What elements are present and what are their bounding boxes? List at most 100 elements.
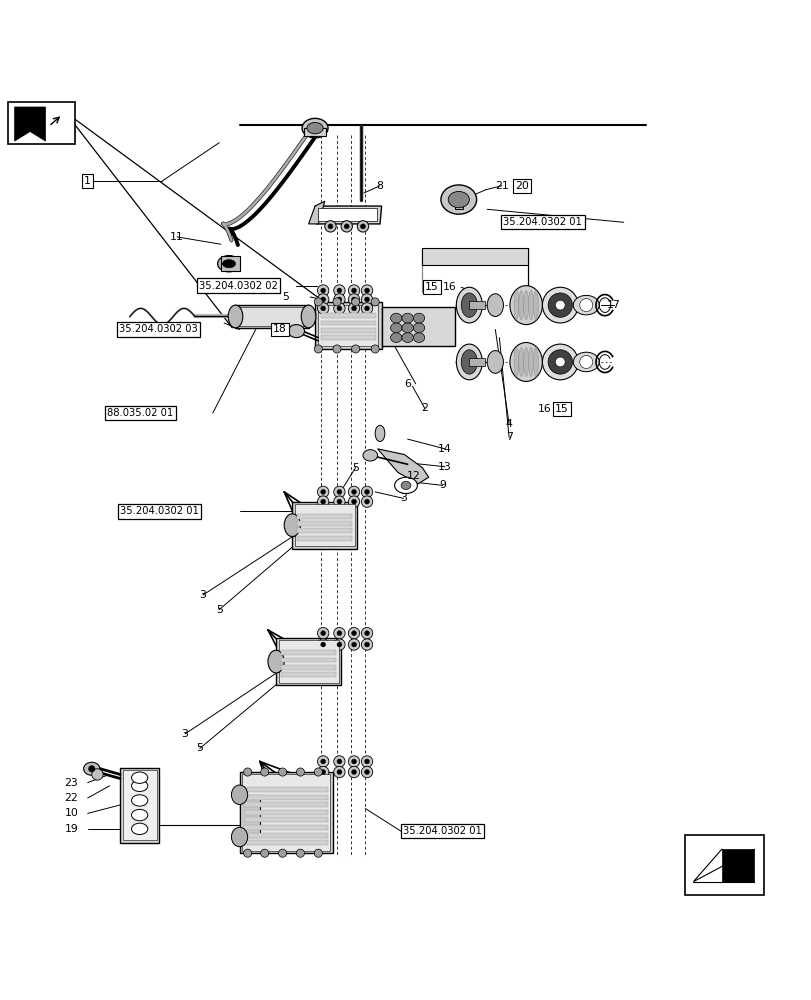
Ellipse shape (317, 303, 328, 314)
Ellipse shape (579, 299, 592, 312)
Ellipse shape (555, 357, 564, 367)
Ellipse shape (320, 631, 325, 636)
Ellipse shape (364, 631, 369, 636)
Ellipse shape (344, 224, 349, 229)
Ellipse shape (513, 347, 518, 377)
Ellipse shape (364, 297, 369, 302)
Bar (381, 307, 454, 346)
Polygon shape (377, 449, 428, 484)
Ellipse shape (448, 191, 469, 208)
Ellipse shape (301, 305, 315, 328)
Text: 13: 13 (438, 462, 451, 472)
Ellipse shape (320, 297, 325, 302)
Ellipse shape (333, 294, 345, 305)
Ellipse shape (509, 342, 542, 381)
Bar (281, 650, 336, 655)
Text: 9: 9 (439, 480, 445, 490)
Ellipse shape (288, 325, 304, 338)
Ellipse shape (333, 298, 341, 306)
Ellipse shape (243, 849, 251, 857)
Ellipse shape (333, 285, 345, 296)
Text: 3: 3 (182, 729, 188, 739)
Bar (278, 640, 338, 683)
Ellipse shape (413, 313, 424, 323)
Bar (244, 840, 328, 845)
Text: 35.204.0302 01: 35.204.0302 01 (503, 217, 581, 227)
Ellipse shape (573, 295, 599, 315)
Ellipse shape (284, 514, 300, 537)
Ellipse shape (317, 294, 328, 305)
Ellipse shape (361, 486, 372, 498)
Ellipse shape (84, 762, 100, 775)
Ellipse shape (547, 293, 572, 317)
Ellipse shape (440, 185, 476, 214)
Ellipse shape (351, 642, 356, 647)
Ellipse shape (413, 323, 424, 333)
Ellipse shape (317, 496, 328, 507)
Ellipse shape (357, 221, 368, 232)
Bar (292, 502, 357, 549)
Ellipse shape (523, 347, 528, 377)
Bar (244, 802, 328, 807)
Ellipse shape (518, 347, 523, 377)
Bar (320, 321, 375, 325)
Ellipse shape (461, 293, 477, 317)
Ellipse shape (361, 627, 372, 639)
Ellipse shape (348, 285, 359, 296)
Ellipse shape (364, 489, 369, 494)
Ellipse shape (333, 756, 345, 767)
Text: 2: 2 (421, 403, 427, 413)
Ellipse shape (364, 288, 369, 293)
Bar (320, 313, 375, 318)
Bar (8, 102, 75, 144)
Text: 20: 20 (514, 181, 529, 191)
Ellipse shape (547, 350, 572, 374)
Ellipse shape (542, 344, 577, 380)
Bar (244, 833, 328, 838)
Ellipse shape (351, 298, 359, 306)
Ellipse shape (88, 766, 95, 772)
Ellipse shape (320, 759, 325, 764)
Bar (304, 128, 325, 136)
Text: 23: 23 (65, 778, 78, 788)
Ellipse shape (231, 785, 247, 804)
Ellipse shape (307, 122, 323, 134)
Text: 18: 18 (273, 324, 286, 334)
Ellipse shape (348, 627, 359, 639)
Ellipse shape (320, 770, 325, 774)
Ellipse shape (351, 489, 356, 494)
Bar (244, 817, 328, 822)
Ellipse shape (278, 768, 286, 776)
Ellipse shape (131, 795, 148, 806)
Text: 19: 19 (65, 824, 78, 834)
Text: 4: 4 (505, 419, 512, 429)
Bar (244, 795, 328, 800)
Ellipse shape (333, 486, 345, 498)
Bar (320, 328, 375, 333)
Ellipse shape (317, 639, 328, 650)
Polygon shape (422, 248, 527, 265)
Ellipse shape (528, 291, 533, 320)
Ellipse shape (222, 260, 235, 268)
Ellipse shape (131, 780, 148, 792)
Text: 16: 16 (538, 404, 551, 414)
Ellipse shape (333, 766, 345, 778)
Ellipse shape (337, 770, 341, 774)
Text: 17: 17 (607, 300, 620, 310)
Text: 88.035.02 01: 88.035.02 01 (107, 408, 174, 418)
Text: 6: 6 (404, 379, 410, 389)
Ellipse shape (348, 756, 359, 767)
Ellipse shape (533, 291, 538, 320)
Ellipse shape (348, 639, 359, 650)
Ellipse shape (555, 300, 564, 310)
Ellipse shape (371, 298, 379, 306)
Ellipse shape (317, 756, 328, 767)
Ellipse shape (361, 303, 372, 314)
Ellipse shape (337, 288, 341, 293)
Ellipse shape (487, 351, 503, 373)
Ellipse shape (260, 849, 268, 857)
Bar (294, 504, 354, 546)
Ellipse shape (364, 759, 369, 764)
Bar (281, 665, 336, 670)
Ellipse shape (268, 650, 284, 673)
